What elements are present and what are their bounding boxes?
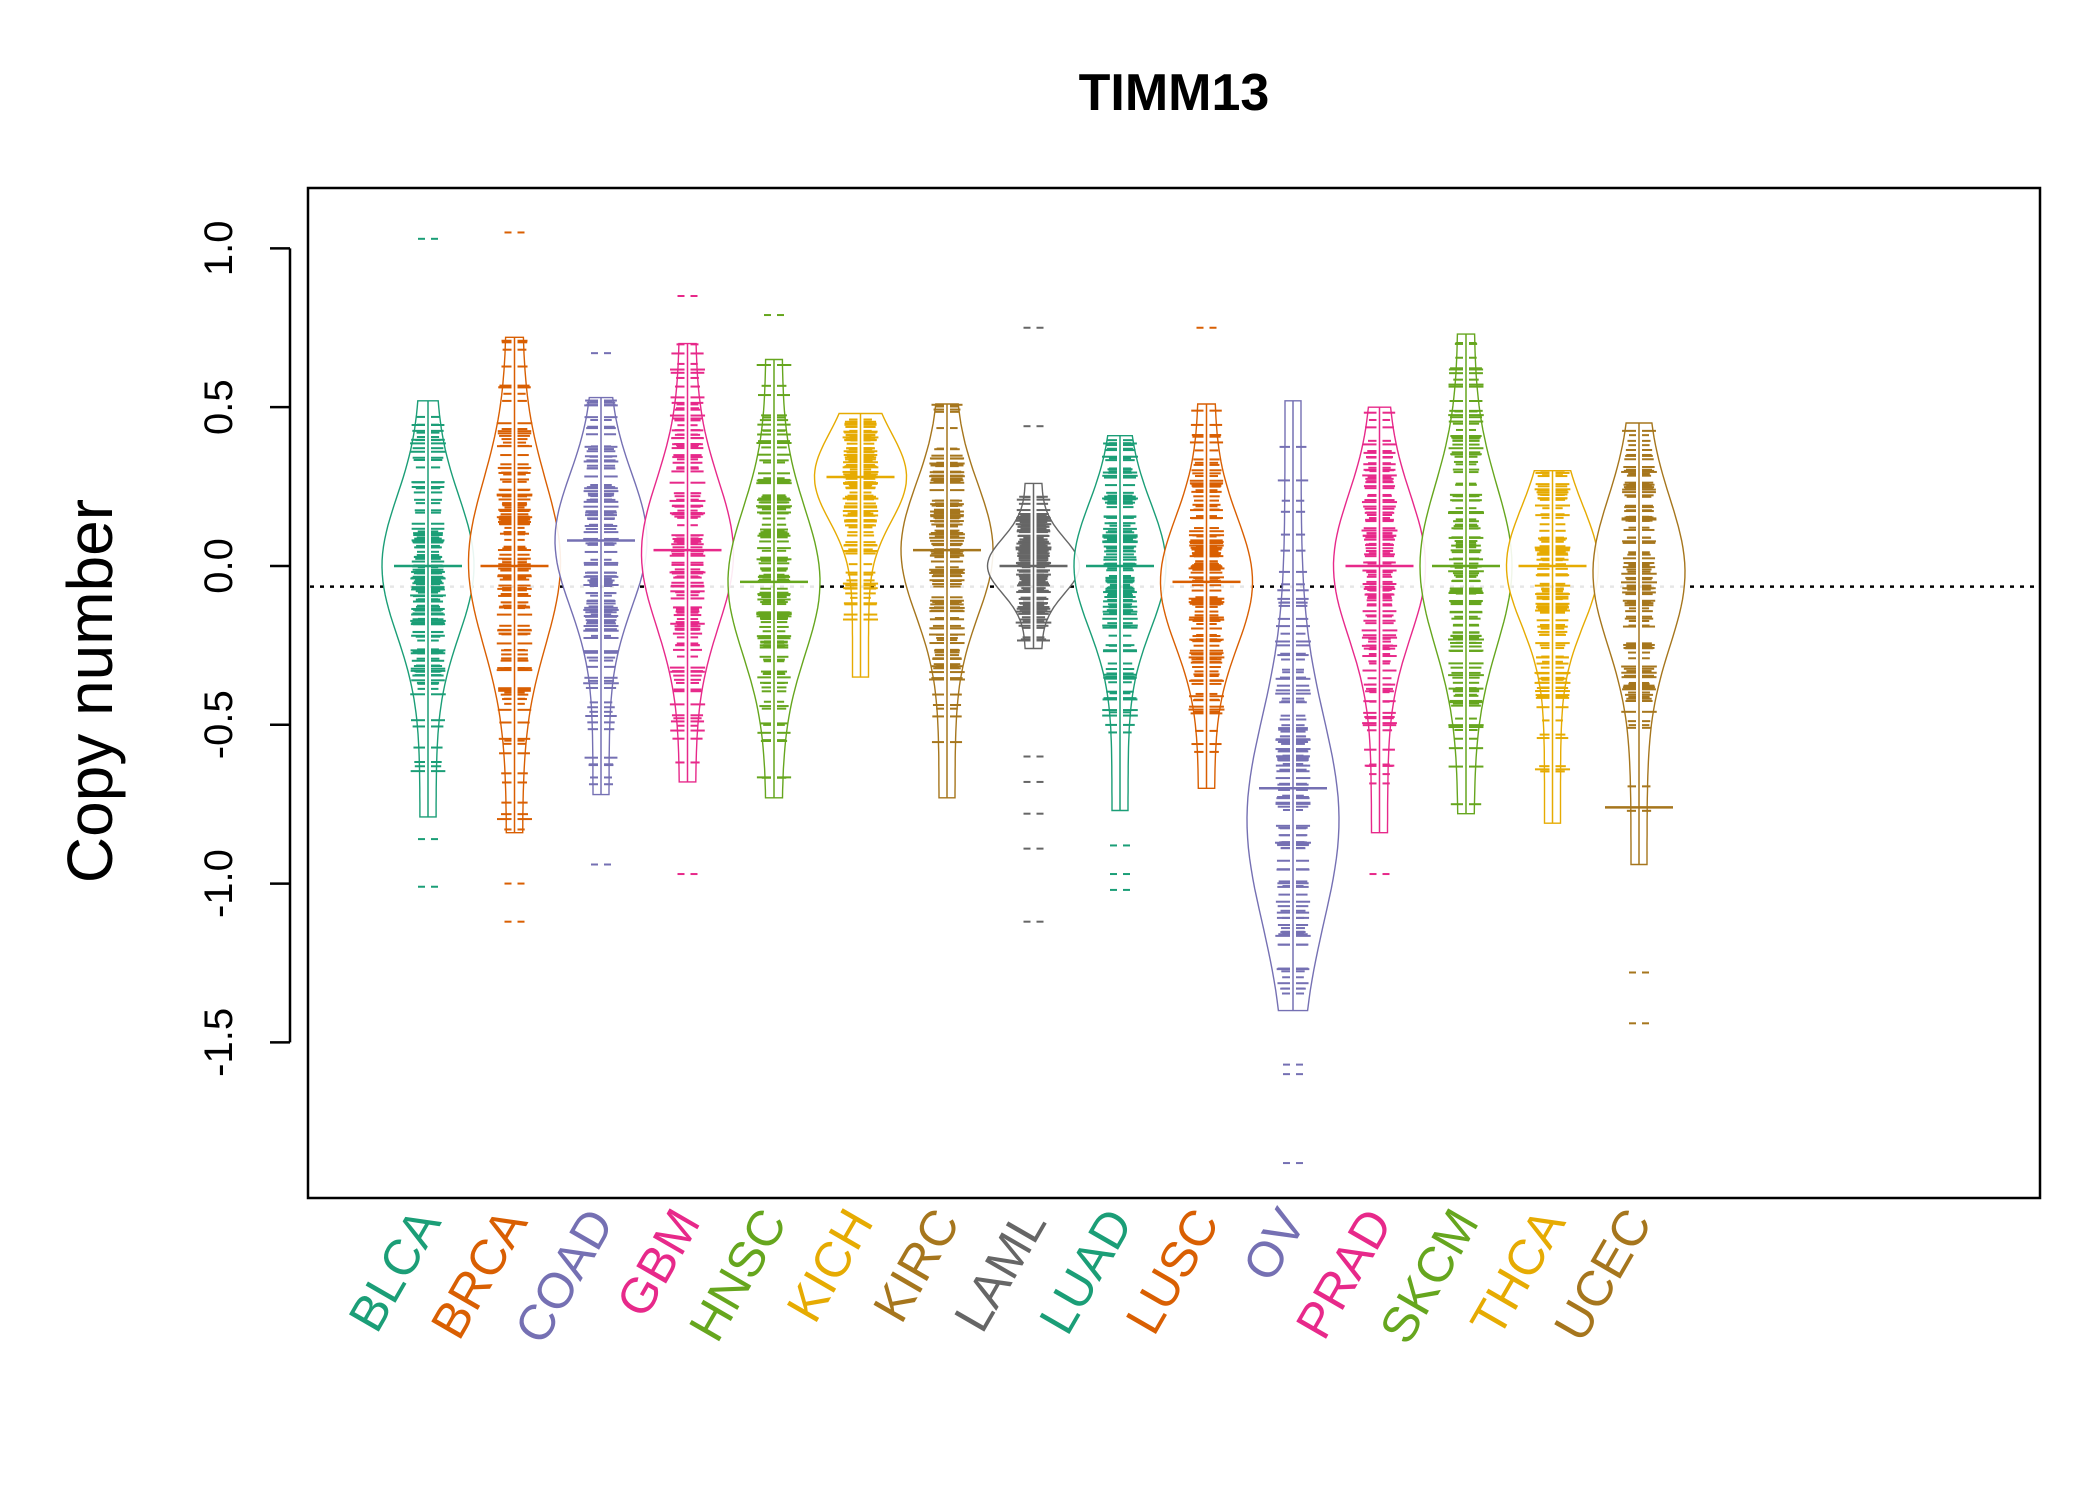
bean-laml [986, 326, 1081, 923]
bean-thca [1505, 470, 1600, 824]
bean-coad [554, 352, 648, 866]
bean-brca [467, 231, 562, 923]
chart-title: TIMM13 [1079, 64, 1270, 122]
y-tick-label: -0.5 [197, 690, 241, 759]
y-axis-label: Copy number [54, 499, 126, 883]
y-tick-label: 1.0 [197, 221, 241, 277]
bean-prad [1332, 406, 1427, 876]
bean-ov [1246, 400, 1340, 1165]
bean-kirc [900, 403, 994, 799]
plot-frame [306, 186, 2042, 1200]
y-axis: 1.0 0.5 0.0 -0.5 -1.0 -1.5 [197, 221, 292, 1077]
bean-blca [381, 237, 475, 888]
bean-skcm [1419, 333, 1513, 815]
y-tick-label: 0.0 [197, 538, 241, 594]
x-tick-label-kich: KICH [776, 1200, 884, 1331]
bean-ucec [1592, 422, 1686, 1025]
bean-lusc [1159, 326, 1254, 789]
bean-kich [813, 412, 908, 678]
bean-gbm [640, 294, 735, 876]
y-tick-label: 0.5 [197, 379, 241, 435]
plot-marks [310, 231, 2038, 1165]
y-tick-label: -1.0 [197, 849, 241, 918]
y-tick-label: -1.5 [197, 1008, 241, 1077]
bean-luad [1073, 435, 1167, 891]
x-tick-label-ov: OV [1232, 1199, 1317, 1290]
bean-hnsc [727, 314, 821, 799]
